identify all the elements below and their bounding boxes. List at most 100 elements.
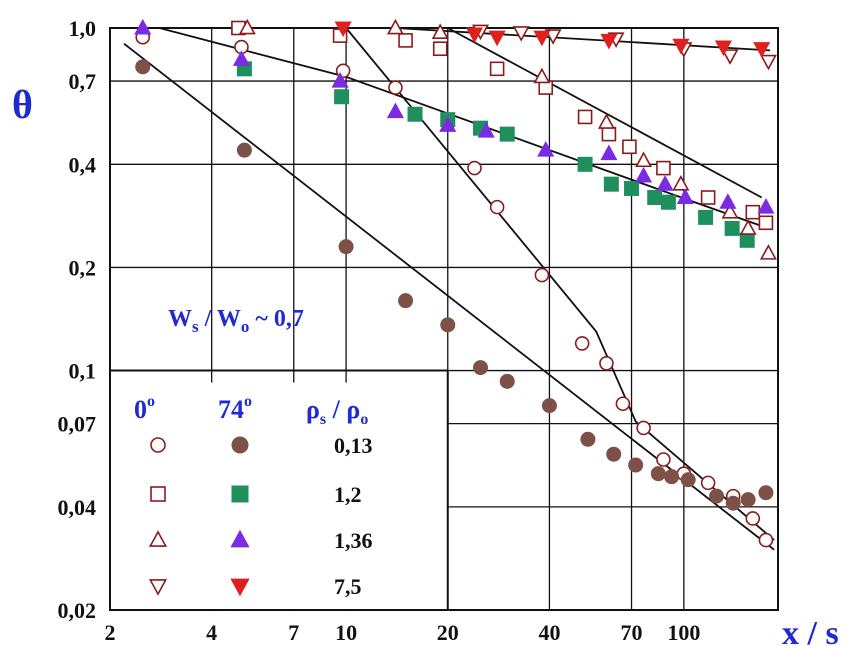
data-point [680,472,696,488]
legend-rho: ρ [346,395,360,424]
legend-marker-filled [230,529,250,548]
data-point [721,49,739,65]
data-point [709,488,725,504]
y-axis: 0,02 0,04 0,07 0,1 0,2 0,4 0,7 1,0 [58,16,97,623]
data-point [533,30,551,47]
legend-marker-filled [231,436,249,454]
data-points [134,18,777,548]
data-point [615,396,631,412]
data-point [656,452,671,467]
data-point [739,232,755,248]
data-point [236,142,252,158]
data-point [386,102,404,119]
annotation-w: W [168,306,192,332]
ratio-annotation: Ws / Wo ~ 0,7 [168,306,304,336]
x-tick-label: 7 [288,620,299,645]
data-point [338,239,354,255]
data-point [232,50,250,66]
legend-rho: ρ [306,395,320,424]
data-point [580,431,596,447]
data-point [672,38,690,55]
x-tick-label: 70 [621,620,643,645]
data-point [647,190,663,206]
data-point [672,175,690,191]
data-point [700,475,716,491]
annotation-w0: W [217,306,241,332]
data-point [574,336,590,351]
data-point [388,80,403,95]
data-point [721,203,739,219]
data-point [544,29,562,45]
data-point [753,42,771,58]
data-point [439,116,457,132]
y-tick-label: 0,1 [69,359,97,384]
annotation-w0-sub: o [241,317,250,336]
y-tick-label: 0,07 [58,412,97,437]
data-point [489,199,505,215]
data-point [472,360,488,376]
data-point [656,160,671,176]
data-point [601,126,617,142]
data-point [432,41,448,57]
data-point [622,139,637,155]
x-tick-label: 2 [105,620,116,645]
y-tick-label: 0,7 [69,69,97,94]
data-point [628,457,644,473]
data-point [334,21,352,38]
x-tick-label: 4 [206,620,217,645]
data-point [499,373,515,389]
legend-marker-filled [231,485,249,503]
legend-value: 0,13 [334,433,373,458]
x-tick-label: 10 [335,620,357,645]
data-point [603,176,619,192]
legend-marker-open [148,530,168,547]
data-point [759,244,777,260]
data-point [636,420,651,436]
data-point [431,23,449,39]
data-point [334,89,350,105]
x-axis: 2 4 7 10 20 40 70 100 [105,620,701,645]
data-point [134,18,152,35]
data-point [467,160,482,176]
data-point [758,485,774,501]
data-point [650,466,666,482]
y-tick-label: 0,2 [69,255,97,280]
data-point [660,194,676,210]
data-point [577,109,593,125]
annotation-w-sub: s [192,317,199,336]
data-point [577,156,593,172]
legend-value: 1,2 [334,482,362,507]
data-point [724,220,740,236]
data-point [758,532,774,548]
y-tick-label: 0,02 [58,598,97,623]
legend-marker-open [150,437,166,453]
data-point [489,61,505,77]
data-point [398,33,413,48]
y-axis-title: θ [12,82,33,127]
trend-line [395,27,771,52]
data-point [407,106,423,122]
data-point [238,18,256,35]
legend-value: 1,36 [334,528,373,553]
data-point [698,209,714,225]
data-point [534,267,550,283]
x-tick-label: 100 [667,620,700,645]
data-point [440,317,456,333]
data-point [533,67,551,84]
legend-rho-sub: s [320,411,326,428]
y-tick-label: 0,4 [69,152,97,177]
legend: 0o 74o ρs / ρo0,131,21,367,5 [134,393,373,599]
data-point [635,151,653,168]
legend-degree: o [147,393,155,410]
data-point [758,215,774,231]
data-point [599,356,614,371]
data-point [719,193,737,209]
legend-box [110,369,449,610]
legend-marker-open [148,579,168,596]
x-tick-label: 20 [437,620,459,645]
data-point [745,204,761,220]
data-point [597,113,615,129]
data-point [759,54,777,71]
data-point [512,26,530,42]
